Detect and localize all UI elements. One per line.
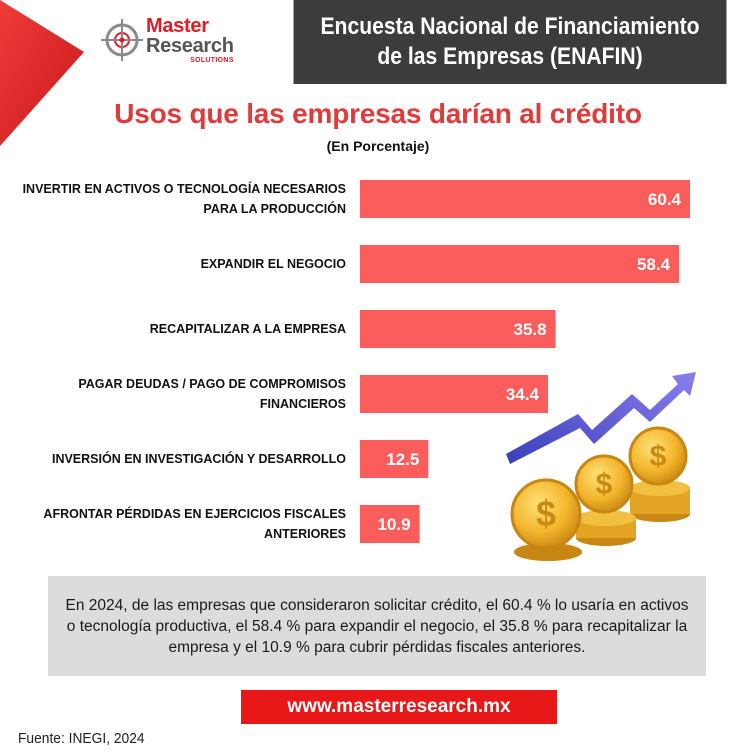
bar-5 [360,440,429,478]
header-title-box: Encuesta Nacional de Financiamiento de l… [293,0,727,84]
corner-red-triangle [0,0,84,146]
brand-name-line1: Master [146,15,209,37]
growth-illustration: $ $ $ [506,372,696,561]
svg-text:$: $ [536,493,556,534]
crosshair-logo-icon [101,19,143,61]
bar-value-label-5: 12.5 [386,450,419,469]
bar-3 [360,310,556,348]
header-title-line1: Encuesta Nacional de Financiamiento [320,13,700,40]
brand-logo: Master Research SOLUTIONS [100,14,250,70]
bar-1 [360,180,690,218]
brand-tagline: SOLUTIONS [190,57,234,64]
bar-value-label-4: 34.4 [506,385,540,404]
bar-2 [360,245,680,283]
svg-text:$: $ [650,440,667,473]
dollar-coins-icon: $ $ $ [510,426,690,561]
chart-title: Usos que las empresas darían al crédito [114,98,642,129]
category-label-3: RECAPITALIZAR A LA EMPRESA [150,322,346,336]
category-label-6-line1: AFRONTAR PÉRDIDAS EN EJERCICIOS FISCALES [43,506,346,521]
bar-value-label-6: 10.9 [377,515,410,534]
chart-subtitle: (En Porcentaje) [326,138,430,154]
category-label-5: INVERSIÓN EN INVESTIGACIÓN Y DESARROLLO [52,451,346,466]
category-label-1-line2: PARA LA PRODUCCIÓN [203,201,346,216]
svg-text:$: $ [596,468,613,501]
category-label-2: EXPANDIR EL NEGOCIO [201,257,347,271]
bar-chart: 60.4 INVERTIR EN ACTIVOS O TECNOLOGÍA NEC… [23,180,690,543]
brand-name-line2: Research [146,35,234,57]
category-label-4-line1: PAGAR DEUDAS / PAGO DE COMPROMISOS [78,377,346,391]
summary-note-box: En 2024, de las empresas que consideraro… [48,576,706,676]
bar-value-label-3: 35.8 [514,320,547,339]
category-label-4-line2: FINANCIEROS [260,397,346,411]
bar-4 [360,375,548,413]
category-label-6-line2: ANTERIORES [264,527,346,541]
bar-6 [360,505,420,543]
summary-note-text: En 2024, de las empresas que consideraro… [65,596,689,656]
growth-arrow-icon [506,372,696,464]
header-title-line2: de las Empresas (ENAFIN) [377,43,643,70]
website-link[interactable]: www.masterresearch.mx [241,690,557,724]
source-text: Fuente: INEGI, 2024 [18,730,145,747]
bar-value-label-2: 58.4 [637,255,671,274]
category-label-1-line1: INVERTIR EN ACTIVOS O TECNOLOGÍA NECESAR… [23,181,346,196]
bar-value-label-1: 60.4 [648,190,682,209]
